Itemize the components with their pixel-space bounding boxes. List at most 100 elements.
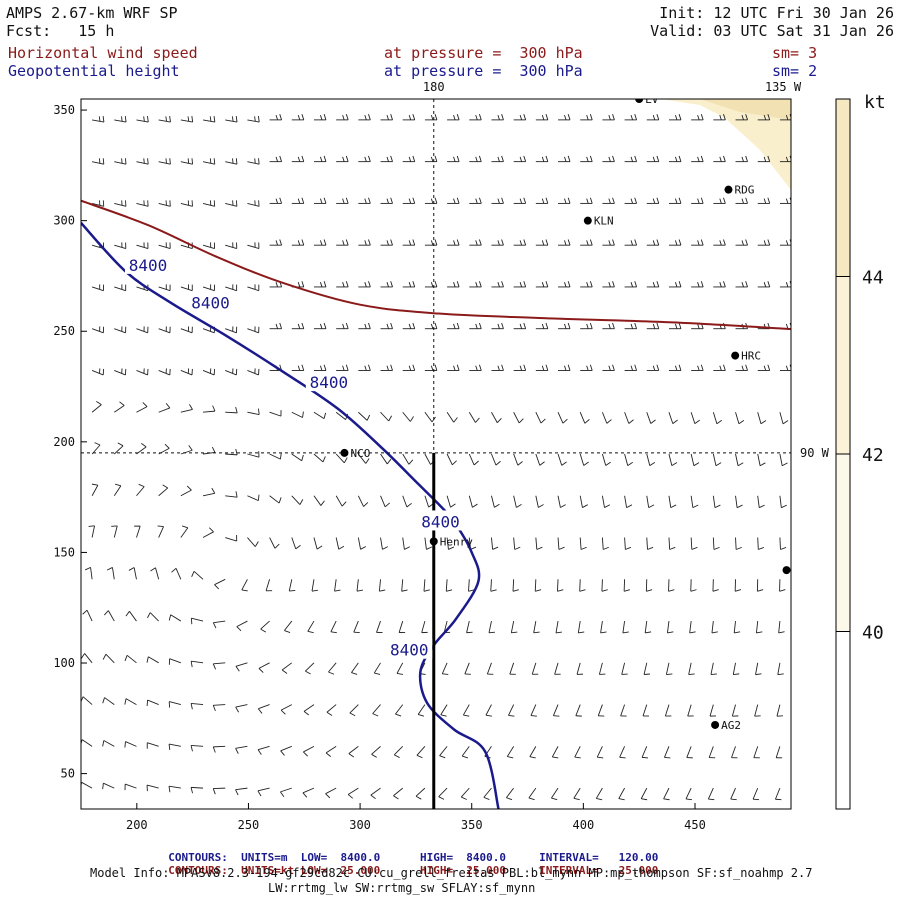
wind-barb [618,787,625,801]
wind-barb [180,158,194,165]
wind-barb [358,114,371,121]
wind-barb [313,537,323,550]
wind-barb [624,495,633,508]
wind-barb [235,704,248,713]
y-tick-label: 100 [53,656,75,670]
wind-barb [446,453,457,466]
wind-barb [348,745,359,758]
wind-barb [402,364,416,371]
wind-barb [106,567,115,580]
wind-barb [103,610,115,622]
wind-barb [168,658,181,665]
station-label: NCO [350,447,370,460]
meridian-label-180: 180 [423,80,445,94]
wind-barb [580,239,593,246]
wind-barb [180,326,193,334]
wind-barb [313,322,327,330]
wind-barb [225,491,238,498]
wind-barb [601,453,611,466]
wind-barb [513,197,527,204]
wind-barb [735,453,744,467]
wind-barb [190,617,204,625]
wind-barb [113,483,122,497]
wind-barb [488,620,495,634]
wind-barb [114,116,127,123]
wind-barb [358,322,371,330]
wind-barb [212,787,226,795]
wind-barb [469,322,482,330]
color-scale-label: 42 [862,445,884,466]
wind-barb [347,787,359,799]
wind-barb [202,487,216,497]
wind-barb [214,578,226,590]
wind-barb [446,411,458,423]
wind-barb [82,609,93,622]
wind-barb [311,579,319,592]
wind-barb [313,364,327,371]
wind-barb [735,114,748,121]
wind-barb [225,242,238,249]
wind-barb [446,537,455,550]
wind-barb [380,364,393,371]
wind-barb [601,537,609,550]
contour-labels: 8400 8400 8400 8400 8400 [124,253,464,660]
wind-barb [180,404,193,413]
wind-barb [150,567,160,580]
wind-barb [445,579,453,592]
wind-barb [307,620,315,634]
wind-barb [358,197,371,204]
wind-barb [447,155,460,163]
wind-barb [779,281,791,288]
wind-barb [146,742,159,749]
wind-barb [513,155,527,163]
wind-barb [776,704,783,717]
wind-barb [158,326,171,334]
wind-barb [491,155,504,163]
wind-barb [125,611,137,622]
wind-barb [180,485,192,497]
wind-barb [212,745,226,753]
wind-barb [212,662,226,670]
wind-barb [336,239,349,246]
wind-barb [335,495,347,507]
wind-barb [124,654,137,664]
wind-barb [712,537,720,550]
station-label: LV [645,93,659,106]
wind-barb [334,579,341,592]
plot-frame [80,98,792,810]
smoothing-2: sm= 2 [772,62,818,80]
wind-barb [225,368,238,376]
wind-barb [356,579,363,592]
wind-barb [558,197,571,204]
wind-barb [513,453,523,466]
wind-barb [513,412,524,424]
wind-barb [202,242,216,249]
wind-barb [574,746,581,759]
wind-barb [225,200,238,207]
wind-barb [551,787,559,801]
wind-barb [468,579,475,592]
wind-barb [168,785,181,793]
wind-barb [335,453,348,464]
wind-barb [753,746,760,759]
wind-barb [136,326,149,334]
wind-barb [646,322,660,330]
wind-barb [358,411,371,421]
wind-barb [336,281,349,288]
wind-barb [624,281,638,288]
wind-barb [778,621,785,634]
wind-barb [257,745,270,755]
wind-barb [602,281,615,288]
wind-barb [668,412,678,424]
wind-barb [579,412,590,424]
wind-barb [325,787,337,799]
wind-barb [190,744,204,752]
wind-barb [735,281,748,288]
station-marker [429,537,438,546]
wind-barb [225,326,238,334]
wind-barb [380,239,393,246]
wind-barb [624,114,638,121]
wind-barb [577,620,585,634]
wind-barb [380,281,393,288]
